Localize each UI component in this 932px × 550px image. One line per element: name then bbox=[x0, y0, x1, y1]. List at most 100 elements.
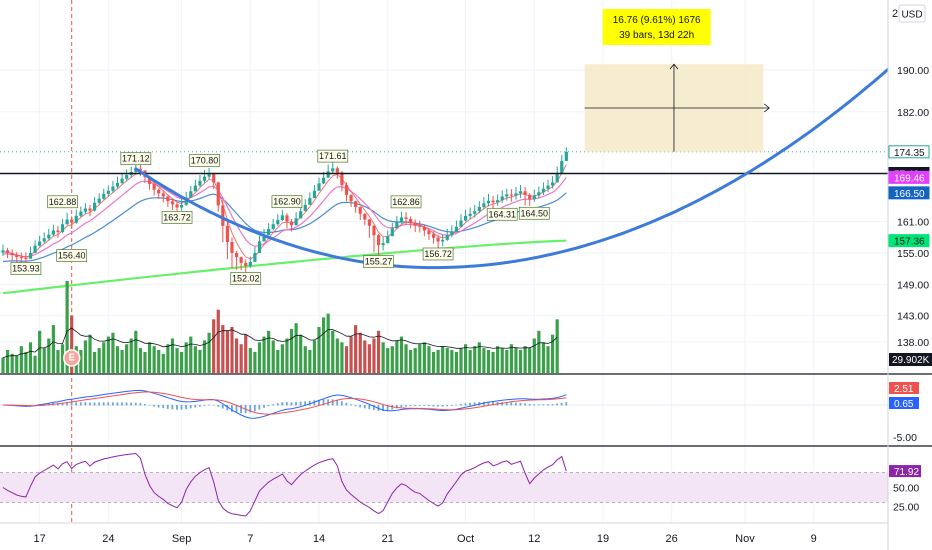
volume-bar bbox=[367, 344, 371, 373]
candle-body bbox=[303, 204, 307, 212]
macd-histogram-bar bbox=[308, 400, 311, 406]
pivot-label: 170.80 bbox=[189, 154, 220, 167]
candle-body bbox=[239, 257, 243, 263]
pivot-label-text: 164.50 bbox=[521, 208, 549, 218]
volume-bar bbox=[546, 346, 550, 373]
candle-body bbox=[106, 190, 110, 194]
rsi-band bbox=[0, 472, 888, 503]
price-tick-label: 161.00 bbox=[897, 217, 929, 229]
candle-body bbox=[418, 225, 422, 227]
volume-bar bbox=[322, 317, 326, 373]
candle-body bbox=[354, 201, 358, 207]
macd-histogram-bar bbox=[340, 401, 343, 406]
macd-histogram-bar bbox=[450, 405, 453, 406]
macd-histogram-bar bbox=[281, 402, 284, 406]
earnings-event-label: E bbox=[68, 353, 75, 364]
candle-body bbox=[47, 234, 51, 239]
volume-bar bbox=[276, 350, 280, 373]
volume-bar bbox=[10, 353, 14, 373]
macd-histogram-bar bbox=[565, 402, 568, 406]
candle-body bbox=[551, 182, 555, 186]
pivot-label: 164.31 bbox=[486, 207, 518, 221]
candle-body bbox=[399, 217, 404, 223]
volume-bar bbox=[216, 309, 220, 373]
candle-body bbox=[294, 218, 298, 226]
volume-bar bbox=[184, 342, 188, 373]
candle-body bbox=[257, 241, 262, 253]
volume-bar bbox=[225, 330, 230, 373]
volume-bar bbox=[331, 330, 335, 373]
macd-histogram-bar bbox=[350, 404, 352, 406]
currency-button[interactable]: USD bbox=[898, 4, 926, 23]
volume-bar bbox=[518, 350, 523, 373]
macd-histogram-bar bbox=[116, 402, 119, 406]
macd-histogram-bar bbox=[235, 405, 238, 413]
candle-body bbox=[157, 189, 161, 194]
earnings-event-marker[interactable]: E bbox=[62, 349, 81, 367]
macd-histogram-bar bbox=[272, 404, 275, 406]
candle-body bbox=[221, 205, 225, 226]
macd-histogram-bar bbox=[203, 405, 206, 406]
candle-body bbox=[5, 250, 10, 253]
volume-bar bbox=[166, 344, 170, 373]
macd-histogram-bar bbox=[2, 405, 4, 406]
candle-body bbox=[65, 219, 69, 225]
volume-bar bbox=[143, 351, 147, 373]
macd-histogram-bar bbox=[547, 404, 549, 406]
price-axis[interactable]: 190.00 182.00 161.00 155.00 149.00 143.00 138.… bbox=[888, 65, 932, 513]
measure-tool[interactable]: 16.76 (9.61%) 1676 39 bars, 13d 22h bbox=[584, 9, 770, 152]
price-badge-label: 174.35 bbox=[894, 148, 925, 159]
volume-bar bbox=[33, 355, 37, 373]
pivot-label-box bbox=[10, 262, 42, 275]
currency-label: USD bbox=[901, 10, 922, 21]
macd-histogram-bar bbox=[180, 405, 183, 410]
volume-bar bbox=[51, 325, 55, 373]
candle-body bbox=[225, 225, 230, 242]
candle-body bbox=[175, 204, 179, 208]
macd-histogram-bar bbox=[79, 402, 82, 406]
volume-bar bbox=[303, 346, 307, 373]
candle-body bbox=[523, 191, 527, 195]
volume-bar bbox=[477, 342, 481, 373]
volume-bar bbox=[445, 348, 449, 373]
macd-histogram-bar bbox=[400, 405, 403, 408]
cup-curve[interactable] bbox=[134, 66, 892, 270]
candle-body bbox=[431, 234, 436, 238]
candle-body bbox=[367, 219, 371, 226]
candle-body bbox=[166, 196, 170, 202]
price-tick-label: 149.00 bbox=[897, 279, 929, 291]
price-badge bbox=[888, 234, 930, 248]
candle-body bbox=[312, 190, 317, 199]
candle-body bbox=[518, 191, 523, 194]
macd-histogram-bar bbox=[299, 401, 302, 406]
volume-bar bbox=[19, 346, 23, 373]
candle-body bbox=[445, 235, 449, 240]
macd-tick-label: -5.00 bbox=[893, 432, 917, 444]
candle-body bbox=[152, 183, 156, 190]
candle-body bbox=[276, 220, 280, 225]
volume-bar bbox=[555, 319, 559, 373]
pivot-label-text: 156.72 bbox=[424, 249, 452, 259]
macd-histogram-bar bbox=[98, 402, 100, 406]
macd-histogram-bar bbox=[482, 401, 485, 406]
pivot-label-text: 170.80 bbox=[191, 155, 219, 165]
candle-body bbox=[83, 208, 88, 212]
macd-histogram-bar bbox=[382, 405, 384, 412]
time-tick-label: 21 bbox=[382, 533, 394, 545]
volume-bar bbox=[244, 334, 248, 373]
volume-bar bbox=[285, 338, 289, 373]
volume-bar bbox=[38, 330, 42, 373]
candle-body bbox=[88, 208, 92, 211]
candle-body bbox=[138, 168, 142, 171]
candle-body bbox=[212, 173, 216, 183]
volume-bar bbox=[532, 338, 536, 373]
macd-histogram-bar bbox=[560, 402, 563, 406]
time-axis[interactable]: 17 24 Sep 7 14 21 Oct 12 19 26 Nov 9 bbox=[34, 533, 817, 545]
macd-histogram-bar bbox=[89, 402, 91, 406]
macd-histogram-bar bbox=[345, 402, 348, 406]
macd-histogram-bar bbox=[253, 405, 256, 412]
measure-label-line2: 39 bars, 13d 22h bbox=[619, 30, 694, 41]
candle-body bbox=[317, 183, 321, 191]
macd-histogram-bar bbox=[295, 402, 297, 406]
